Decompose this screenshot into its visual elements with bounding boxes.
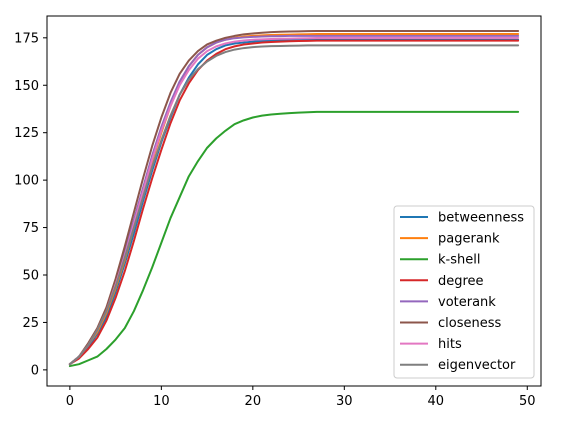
series-line-eigenvector <box>68 44 520 366</box>
y-tick-label: 150 <box>14 79 39 94</box>
y-tick-label: 25 <box>22 316 39 331</box>
plot-series-group <box>68 29 520 368</box>
axes-group: 0 10 20 30 40 50 0 25 50 75 100 125 150 175 <box>14 15 542 409</box>
series-line-hits <box>68 36 520 366</box>
legend-box <box>393 205 535 379</box>
y-tick-label: 100 <box>14 174 39 189</box>
x-tick-label: 30 <box>336 394 353 409</box>
y-tick-label: 175 <box>14 31 39 46</box>
x-tick-label: 20 <box>245 394 262 409</box>
y-tick-label: 0 <box>31 363 39 378</box>
legend-label-degree: degree <box>438 274 484 289</box>
x-tick-label: 10 <box>153 394 170 409</box>
x-tick-label: 50 <box>519 394 536 409</box>
x-tick-label: 0 <box>66 394 74 409</box>
legend: betweenness pagerank k-shell degree voterank… <box>393 205 535 379</box>
legend-label-hits: hits <box>438 337 462 352</box>
legend-label-voterank: voterank <box>438 295 496 310</box>
legend-label-pagerank: pagerank <box>438 232 500 247</box>
series-line-k-shell <box>68 110 520 368</box>
y-tick-label: 75 <box>22 221 39 236</box>
legend-label-eigenvector: eigenvector <box>438 358 516 373</box>
plot-frame <box>46 15 542 387</box>
series-line-degree <box>68 39 520 366</box>
legend-label-closeness: closeness <box>438 316 501 331</box>
y-tick-label: 50 <box>22 269 39 284</box>
y-tick-label: 125 <box>14 126 39 141</box>
legend-label-betweenness: betweenness <box>438 211 524 226</box>
legend-label-k-shell: k-shell <box>438 253 480 268</box>
series-line-closeness <box>68 29 520 366</box>
x-tick-label: 40 <box>428 394 445 409</box>
series-line-voterank <box>68 34 520 366</box>
